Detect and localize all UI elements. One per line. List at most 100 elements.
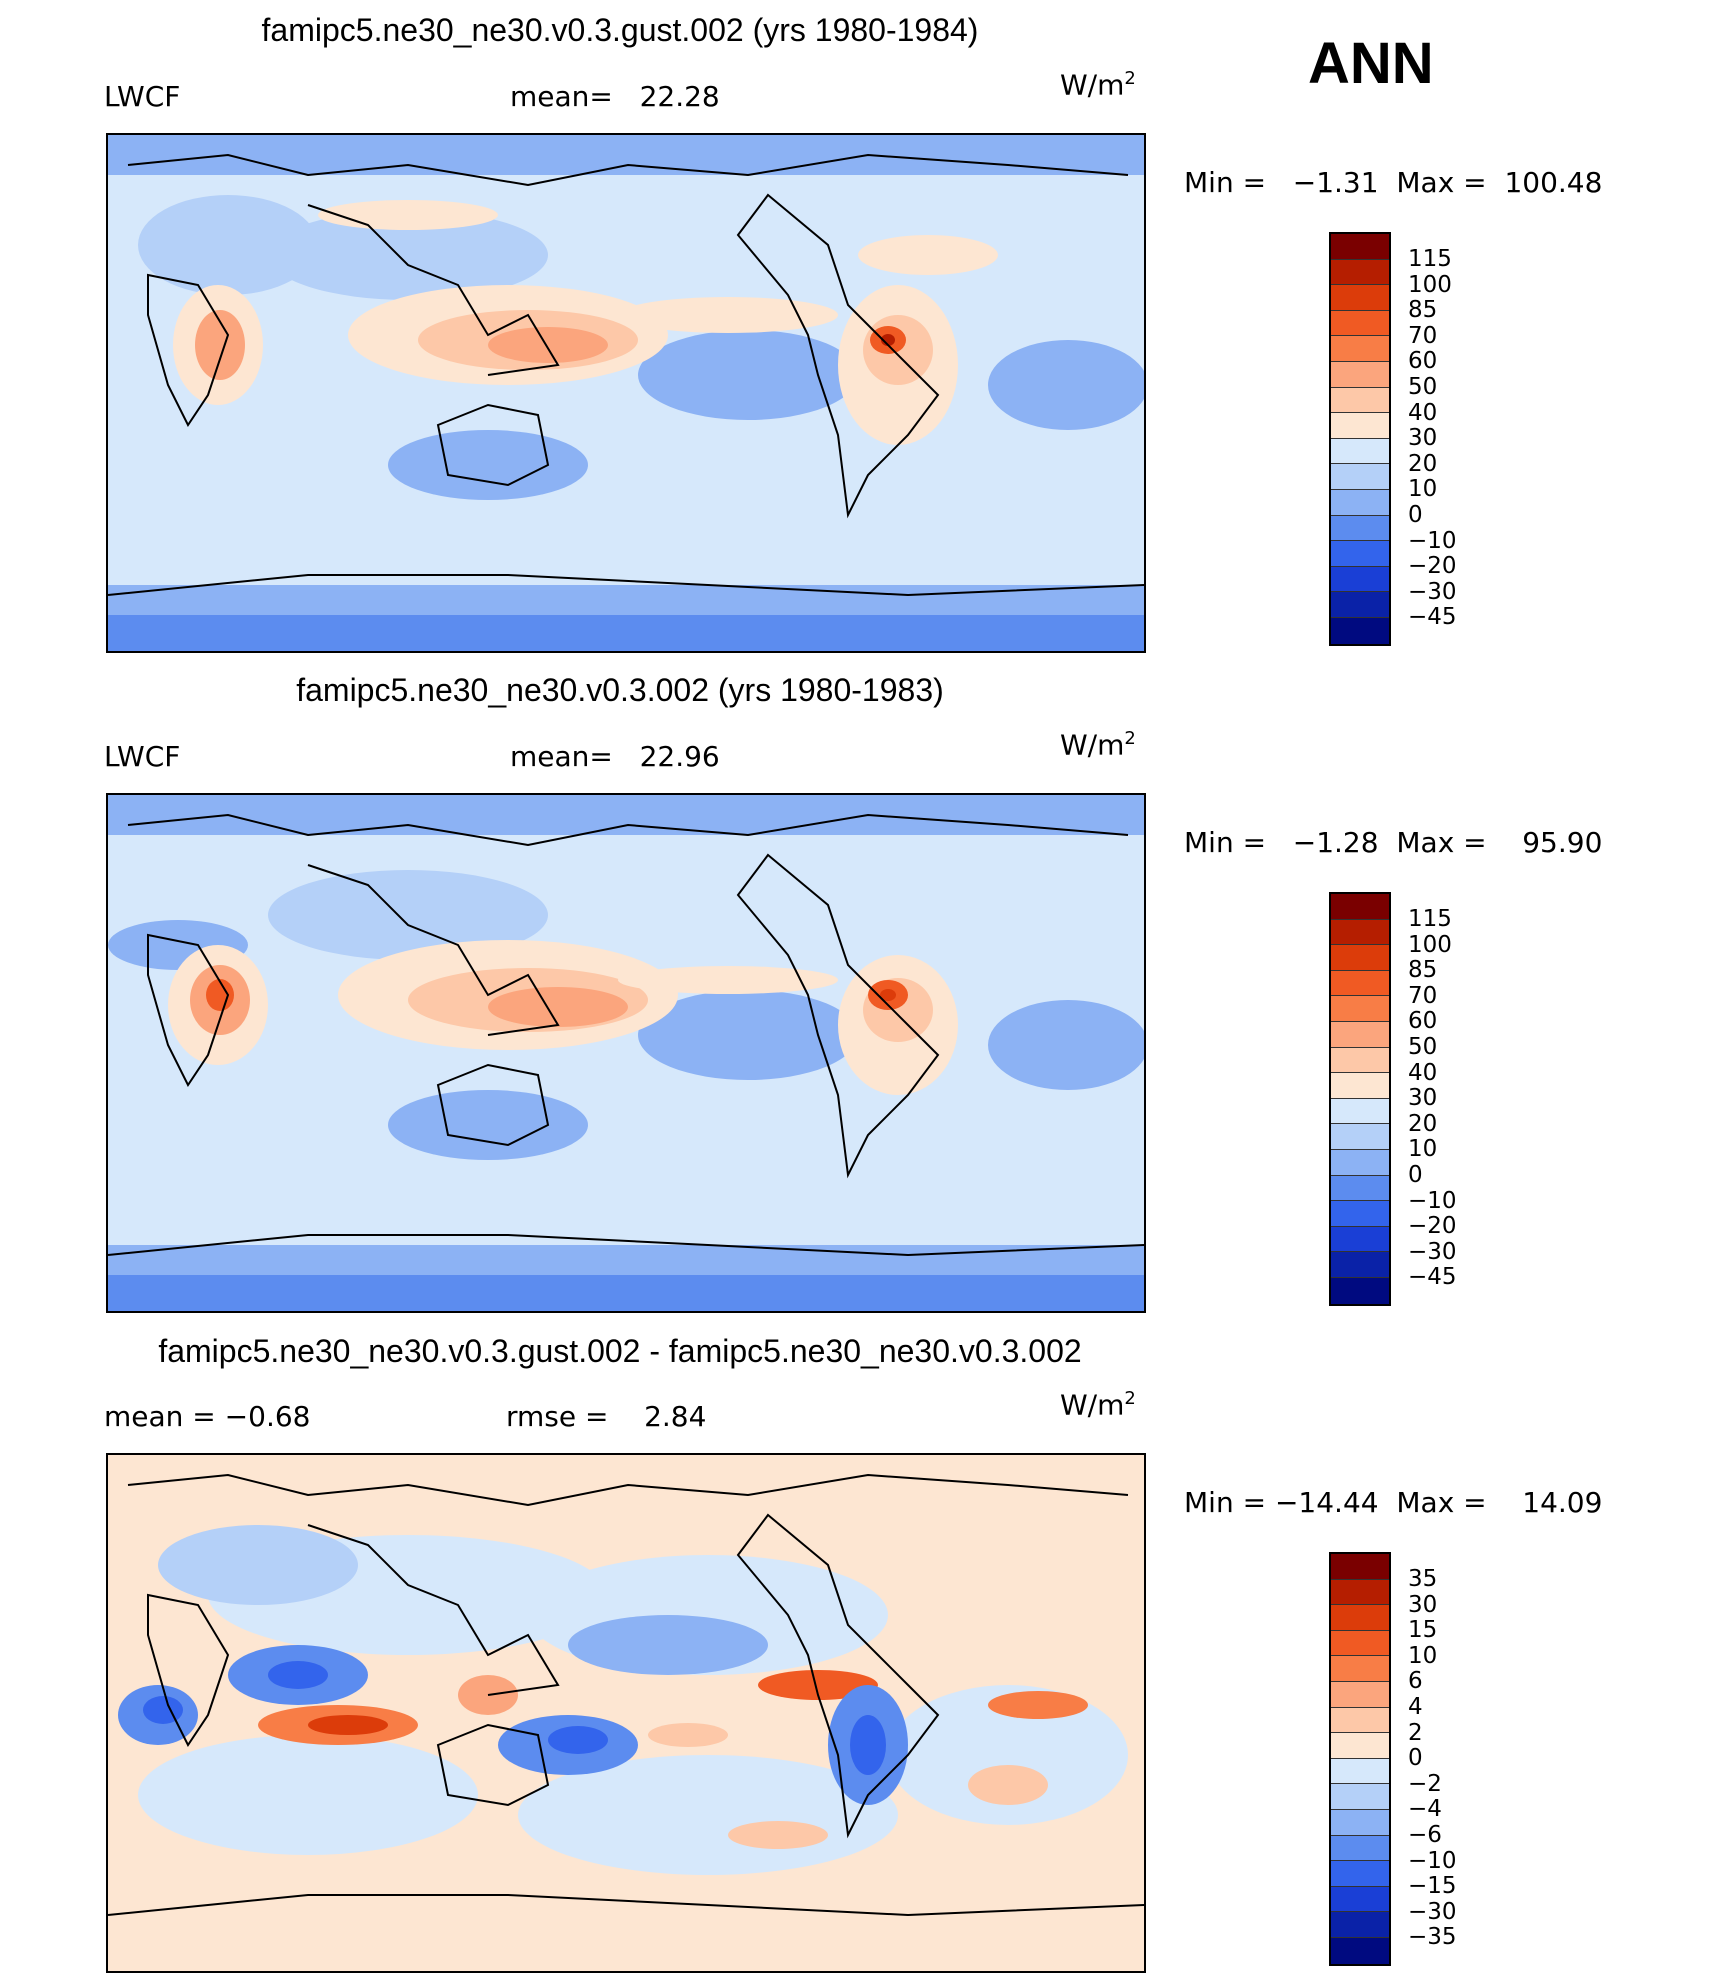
colorbar-cell [1331, 1707, 1389, 1734]
colorbar-cell [1331, 387, 1389, 414]
colorbar-cell [1331, 1021, 1389, 1048]
panel1-title: famipc5.ne30_ne30.v0.3.gust.002 (yrs 198… [261, 12, 979, 48]
panel1-mean-label: mean= 22.28 [510, 80, 720, 113]
panel1-mean-value: 22.28 [639, 80, 720, 113]
panel2-tick: −20 [1408, 1213, 1457, 1239]
colorbar-cell [1331, 1073, 1389, 1099]
panel1-tick: 70 [1408, 323, 1438, 349]
panel1-tick: 0 [1408, 502, 1423, 528]
panel3-title: famipc5.ne30_ne30.v0.3.gust.002 - famipc… [158, 1333, 1082, 1369]
panel2-tick: 30 [1408, 1085, 1438, 1111]
panel2-tick: 85 [1408, 957, 1438, 983]
panel3-tick: 35 [1408, 1566, 1438, 1592]
colorbar-cell [1331, 617, 1389, 644]
panel2-tick: 60 [1408, 1008, 1438, 1034]
panel2-colorbar [1329, 892, 1391, 1306]
panel3-tick: −10 [1408, 1848, 1457, 1874]
panel1-tick: −45 [1408, 604, 1457, 630]
colorbar-cell [1331, 592, 1389, 618]
colorbar-cell [1331, 566, 1389, 593]
colorbar-cell [1331, 1201, 1389, 1227]
colorbar-cell [1331, 464, 1389, 490]
colorbar-cell [1331, 259, 1389, 286]
colorbar-cell [1331, 489, 1389, 516]
panel2-tick: −30 [1408, 1239, 1457, 1265]
panel3-units: W/m2 [1060, 1388, 1136, 1422]
colorbar-cell [1331, 1124, 1389, 1150]
panel3-tick: −30 [1408, 1899, 1457, 1925]
colorbar-cell [1331, 1605, 1389, 1631]
panel1-units: W/m2 [1060, 68, 1136, 102]
colorbar-cell [1331, 1226, 1389, 1253]
panel2-tick: 70 [1408, 983, 1438, 1009]
colorbar-cell [1331, 438, 1389, 465]
panel2-tick: 20 [1408, 1111, 1438, 1137]
panel2-tick: 40 [1408, 1060, 1438, 1086]
colorbar-cell [1331, 234, 1389, 260]
panel3-rmse-value: 2.84 [644, 1400, 707, 1433]
panel1-map [106, 133, 1146, 653]
panel1-tick: −30 [1408, 579, 1457, 605]
panel3-tick: −6 [1408, 1822, 1442, 1848]
panel1-tick: 30 [1408, 425, 1438, 451]
panel2-mean-label: mean= 22.96 [510, 740, 720, 773]
colorbar-cell [1331, 1784, 1389, 1810]
panel2-tick: 115 [1408, 906, 1452, 932]
panel1-tick: 60 [1408, 348, 1438, 374]
colorbar-cell [1331, 945, 1389, 971]
panel3-tick: −4 [1408, 1796, 1442, 1822]
panel1-tick: 85 [1408, 297, 1438, 323]
colorbar-cell [1331, 310, 1389, 337]
panel3-tick: 10 [1408, 1643, 1438, 1669]
colorbar-cell [1331, 894, 1389, 920]
panel3-tick: −15 [1408, 1873, 1457, 1899]
panel1-colorbar [1329, 232, 1391, 646]
panel2-min-max: Min = −1.28 Max = 95.90 [1184, 826, 1603, 859]
colorbar-cell [1331, 970, 1389, 997]
colorbar-cell [1331, 1554, 1389, 1580]
colorbar-cell [1331, 1630, 1389, 1657]
panel3-min-max: Min = −14.44 Max = 14.09 [1184, 1486, 1603, 1519]
season-label: ANN [1308, 31, 1434, 96]
panel3-tick: 2 [1408, 1720, 1423, 1746]
colorbar-cell [1331, 1175, 1389, 1202]
panel3-tick: 4 [1408, 1694, 1423, 1720]
panel3-tick: 30 [1408, 1592, 1438, 1618]
panel3-map [106, 1453, 1146, 1973]
colorbar-cell [1331, 1579, 1389, 1606]
colorbar-cell [1331, 1277, 1389, 1304]
colorbar-cell [1331, 1861, 1389, 1887]
colorbar-cell [1331, 285, 1389, 311]
colorbar-cell [1331, 541, 1389, 567]
panel3-tick: −2 [1408, 1771, 1442, 1797]
panel1-variable-label: LWCF [104, 80, 181, 113]
colorbar-cell [1331, 1681, 1389, 1708]
panel2-mean-value: 22.96 [639, 740, 720, 773]
panel1-tick: −10 [1408, 528, 1457, 554]
colorbar-cell [1331, 413, 1389, 439]
panel1-tick: 40 [1408, 400, 1438, 426]
panel2-units: W/m2 [1060, 728, 1136, 762]
panel3-rmse-label: rmse = 2.84 [506, 1400, 707, 1433]
colorbar-cell [1331, 1758, 1389, 1785]
colorbar-cell [1331, 919, 1389, 946]
colorbar-cell [1331, 1886, 1389, 1913]
panel3-mean-label: mean = −0.68 [104, 1400, 311, 1433]
colorbar-cell [1331, 1809, 1389, 1836]
panel1-tick: 115 [1408, 246, 1452, 272]
colorbar-cell [1331, 1937, 1389, 1964]
colorbar-cell [1331, 1835, 1389, 1862]
colorbar-cell [1331, 1098, 1389, 1125]
panel3-tick: −35 [1408, 1924, 1457, 1950]
panel2-tick: −10 [1408, 1188, 1457, 1214]
colorbar-cell [1331, 515, 1389, 542]
panel2-variable-label: LWCF [104, 740, 181, 773]
colorbar-cell [1331, 1733, 1389, 1759]
panel2-tick: 10 [1408, 1136, 1438, 1162]
colorbar-cell [1331, 1047, 1389, 1074]
panel2-tick: 50 [1408, 1034, 1438, 1060]
colorbar-cell [1331, 361, 1389, 388]
panel1-tick: 10 [1408, 476, 1438, 502]
panel1-min-max: Min = −1.31 Max = 100.48 [1184, 166, 1603, 199]
panel2-tick: 100 [1408, 932, 1452, 958]
